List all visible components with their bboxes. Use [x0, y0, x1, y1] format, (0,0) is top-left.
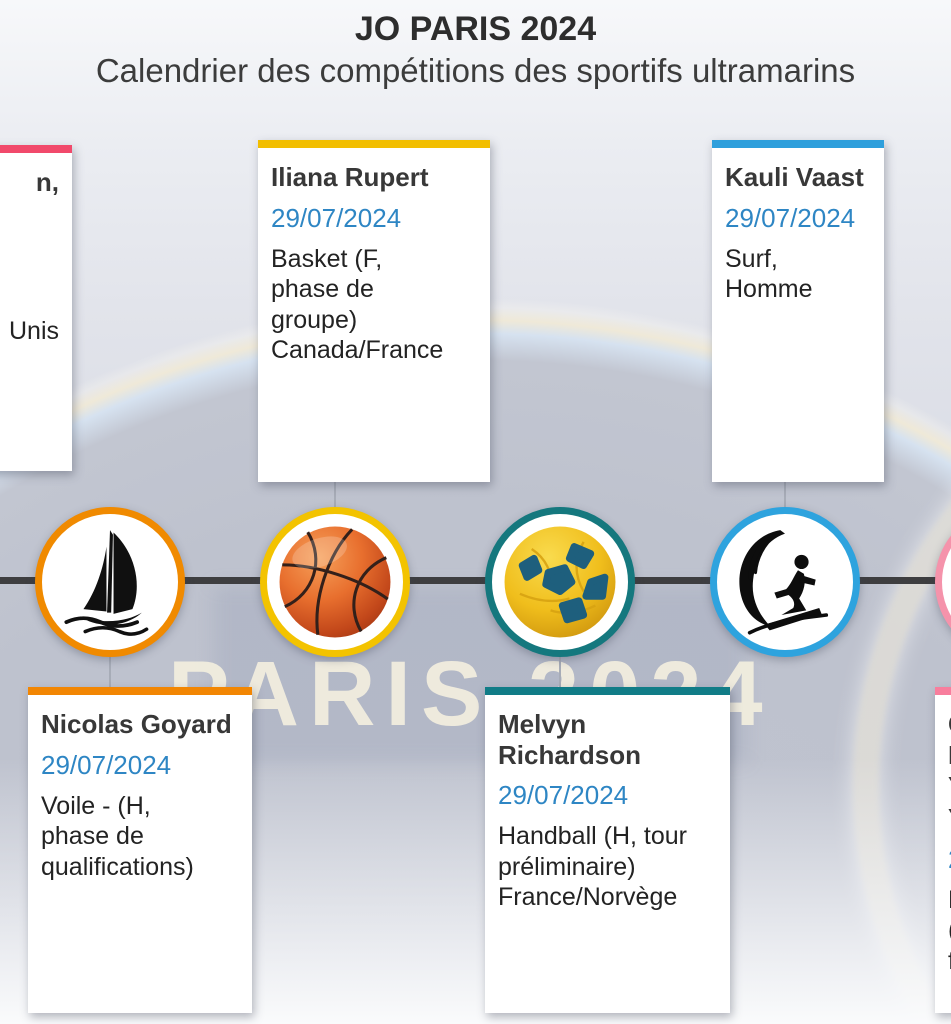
- basketball-icon: [276, 523, 394, 641]
- connector-basket: [334, 482, 336, 509]
- athlete-card-nicolas-goyard: Nicolas Goyard 29/07/2024 Voile - (H, ph…: [28, 687, 252, 1013]
- athlete-name-fragment: C R Y Y: [948, 709, 951, 834]
- athlete-card-partial-left: n, Unis: [0, 145, 72, 471]
- event-date: 29/07/2024: [41, 749, 172, 780]
- surfing-icon: [726, 523, 844, 641]
- event-date: 29/07/2024: [271, 202, 402, 233]
- connector-surf: [784, 482, 786, 509]
- event-text: Basket (F, phase de groupe) Canada/Franc…: [271, 244, 444, 365]
- timeline-node-voile: [35, 507, 185, 657]
- athlete-card-iliana-rupert: Iliana Rupert 29/07/2024 Basket (F, phas…: [258, 140, 490, 482]
- connector-handball: [559, 655, 561, 688]
- athlete-name-fragment: n,: [35, 167, 59, 197]
- event-date: 29/07/2024: [498, 780, 629, 811]
- athlete-name: Kauli Vaast: [725, 162, 864, 192]
- event-date-fragment: 2: [948, 844, 951, 875]
- athlete-card-melvyn-richardson: Melvyn Richardson 29/07/2024 Handball (H…: [485, 687, 730, 1013]
- connector-voile: [109, 655, 111, 688]
- handball-icon: [501, 523, 619, 641]
- athlete-name: Nicolas Goyard: [41, 709, 232, 739]
- athlete-card-kauli-vaast: Kauli Vaast 29/07/2024 Surf, Homme: [712, 140, 884, 482]
- athlete-name: Iliana Rupert: [271, 162, 429, 192]
- sailing-icon: [51, 523, 169, 641]
- timeline-node-basket: [260, 507, 410, 657]
- timeline-node-surf: [710, 507, 860, 657]
- timeline-node-handball: [485, 507, 635, 657]
- event-text: Handball (H, tour préliminaire) France/N…: [498, 822, 687, 912]
- page-subtitle: Calendrier des compétitions des sportifs…: [95, 52, 856, 89]
- athlete-card-partial-right: C R Y Y 2 F ( f: [935, 687, 951, 1013]
- event-text: Voile - (H, phase de qualifications): [41, 791, 194, 881]
- event-text-fragment: Unis: [8, 316, 59, 345]
- event-text: Surf, Homme: [725, 244, 813, 304]
- timeline-line: [0, 577, 951, 584]
- page-title: JO PARIS 2024: [354, 10, 597, 48]
- event-date: 29/07/2024: [725, 202, 856, 233]
- event-text-fragment: F ( f: [948, 885, 951, 977]
- athlete-name: Melvyn Richardson: [498, 709, 642, 770]
